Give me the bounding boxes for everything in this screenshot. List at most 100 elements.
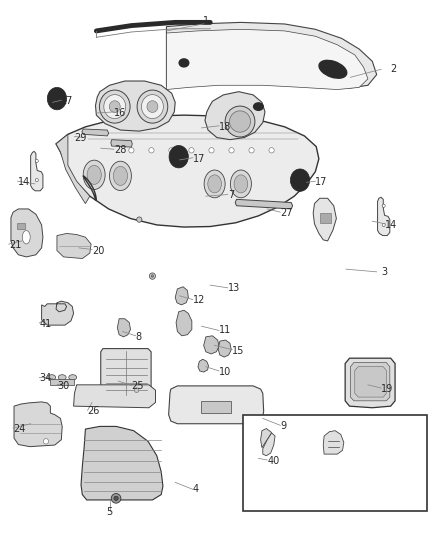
Polygon shape <box>378 197 390 236</box>
Polygon shape <box>11 209 43 257</box>
Ellipse shape <box>48 375 56 380</box>
Polygon shape <box>14 402 62 447</box>
Ellipse shape <box>151 275 154 277</box>
Text: 7: 7 <box>228 190 234 199</box>
Text: 12: 12 <box>193 295 205 304</box>
Bar <box>201 401 231 413</box>
Ellipse shape <box>110 101 120 112</box>
Polygon shape <box>82 129 109 136</box>
Polygon shape <box>31 151 43 191</box>
Polygon shape <box>56 134 90 204</box>
Ellipse shape <box>149 148 154 153</box>
Text: 19: 19 <box>381 384 393 394</box>
Polygon shape <box>218 340 231 357</box>
Text: 2: 2 <box>390 64 396 74</box>
Polygon shape <box>198 359 208 372</box>
Text: 29: 29 <box>74 133 87 142</box>
Text: 5: 5 <box>106 507 113 516</box>
Ellipse shape <box>22 230 30 244</box>
Polygon shape <box>57 233 91 259</box>
Ellipse shape <box>134 387 139 392</box>
Ellipse shape <box>234 175 248 193</box>
Text: 3: 3 <box>381 267 387 277</box>
Text: 25: 25 <box>131 382 144 391</box>
Polygon shape <box>101 349 151 398</box>
Text: 30: 30 <box>57 381 69 391</box>
Text: 9: 9 <box>280 422 286 431</box>
Polygon shape <box>74 385 155 408</box>
Ellipse shape <box>204 170 225 198</box>
Text: 26: 26 <box>88 407 100 416</box>
Ellipse shape <box>83 160 105 189</box>
Text: 18: 18 <box>219 122 231 132</box>
Text: 27: 27 <box>280 208 293 218</box>
Ellipse shape <box>69 375 77 380</box>
Polygon shape <box>81 426 163 500</box>
Ellipse shape <box>179 59 189 67</box>
Ellipse shape <box>35 179 39 182</box>
Text: 34: 34 <box>39 374 52 383</box>
Ellipse shape <box>147 101 158 112</box>
Ellipse shape <box>35 159 39 163</box>
Ellipse shape <box>104 94 126 118</box>
Ellipse shape <box>225 106 255 137</box>
Polygon shape <box>166 29 368 90</box>
Ellipse shape <box>47 87 67 110</box>
Text: 41: 41 <box>39 319 52 329</box>
Ellipse shape <box>110 161 131 191</box>
Ellipse shape <box>137 217 142 222</box>
Text: 14: 14 <box>385 220 398 230</box>
Text: 21: 21 <box>9 240 21 250</box>
Polygon shape <box>204 336 219 354</box>
Text: 17: 17 <box>193 154 205 164</box>
Ellipse shape <box>230 170 251 198</box>
Ellipse shape <box>141 94 163 118</box>
Text: 17: 17 <box>315 177 328 187</box>
Text: 40: 40 <box>267 456 279 466</box>
Ellipse shape <box>208 175 222 193</box>
Polygon shape <box>313 198 336 241</box>
Ellipse shape <box>137 90 168 123</box>
Bar <box>320 213 331 223</box>
Ellipse shape <box>111 494 121 503</box>
Text: 13: 13 <box>228 283 240 293</box>
Ellipse shape <box>149 273 155 279</box>
Text: 15: 15 <box>232 346 244 356</box>
Text: 8: 8 <box>136 332 142 342</box>
Polygon shape <box>345 358 395 408</box>
Polygon shape <box>350 362 390 401</box>
Text: 14: 14 <box>18 177 30 187</box>
Text: 20: 20 <box>92 246 104 255</box>
Polygon shape <box>111 140 132 147</box>
Ellipse shape <box>319 60 347 78</box>
Ellipse shape <box>249 148 254 153</box>
Polygon shape <box>169 386 264 424</box>
Polygon shape <box>261 429 272 448</box>
Polygon shape <box>205 92 265 140</box>
Ellipse shape <box>254 103 263 110</box>
Ellipse shape <box>290 169 310 191</box>
Ellipse shape <box>382 223 385 227</box>
Polygon shape <box>176 310 192 336</box>
Text: 4: 4 <box>193 484 199 494</box>
Ellipse shape <box>189 148 194 153</box>
Ellipse shape <box>114 496 118 500</box>
Text: 28: 28 <box>114 146 126 155</box>
Polygon shape <box>263 433 275 456</box>
Polygon shape <box>117 319 131 337</box>
Ellipse shape <box>43 439 49 444</box>
Ellipse shape <box>87 165 101 184</box>
Bar <box>17 223 25 229</box>
Polygon shape <box>95 81 175 131</box>
Ellipse shape <box>169 146 188 168</box>
Ellipse shape <box>99 90 130 123</box>
Text: 11: 11 <box>219 326 231 335</box>
Ellipse shape <box>129 148 134 153</box>
Bar <box>243 415 427 511</box>
Polygon shape <box>235 199 293 209</box>
Polygon shape <box>42 301 74 325</box>
Ellipse shape <box>58 375 66 380</box>
Ellipse shape <box>230 111 251 132</box>
Ellipse shape <box>229 148 234 153</box>
Text: 16: 16 <box>114 108 126 118</box>
